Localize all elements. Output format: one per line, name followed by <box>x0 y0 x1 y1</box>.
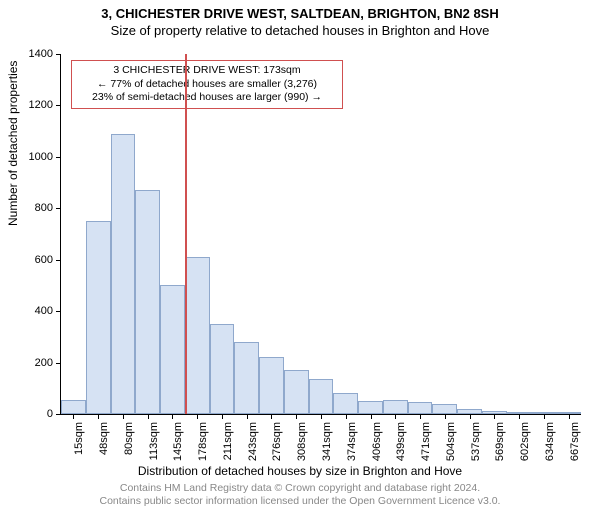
ytick-label: 1200 <box>21 99 53 111</box>
xtick-mark <box>123 414 124 419</box>
property-info-box: 3 CHICHESTER DRIVE WEST: 173sqm ← 77% of… <box>71 60 343 109</box>
ytick-label: 200 <box>21 357 53 369</box>
footer-line-2: Contains public sector information licen… <box>0 495 600 508</box>
histogram-bar <box>111 134 136 414</box>
histogram-bar <box>259 357 284 414</box>
histogram-chart: 3 CHICHESTER DRIVE WEST: 173sqm ← 77% of… <box>60 54 581 415</box>
ytick-mark <box>56 54 61 55</box>
histogram-bar <box>135 190 160 414</box>
xtick-mark <box>494 414 495 419</box>
xtick-mark <box>222 414 223 419</box>
ytick-mark <box>56 414 61 415</box>
xtick-mark <box>148 414 149 419</box>
footer-line-1: Contains HM Land Registry data © Crown c… <box>0 482 600 495</box>
histogram-bar <box>358 401 383 414</box>
xtick-mark <box>346 414 347 419</box>
ytick-mark <box>56 363 61 364</box>
xtick-mark <box>296 414 297 419</box>
xtick-mark <box>271 414 272 419</box>
histogram-bar <box>284 370 309 414</box>
histogram-bar <box>333 393 358 414</box>
histogram-bar <box>408 402 433 414</box>
histogram-bar <box>160 285 185 414</box>
ytick-label: 0 <box>21 408 53 420</box>
ytick-label: 800 <box>21 202 53 214</box>
info-line-3: 23% of semi-detached houses are larger (… <box>77 91 337 105</box>
xtick-mark <box>470 414 471 419</box>
info-line-2: ← 77% of detached houses are smaller (3,… <box>77 78 337 92</box>
histogram-bar <box>383 400 408 414</box>
xtick-mark <box>420 414 421 419</box>
histogram-bar <box>234 342 259 414</box>
histogram-bar <box>210 324 235 414</box>
ytick-label: 400 <box>21 305 53 317</box>
x-axis-title: Distribution of detached houses by size … <box>0 464 600 478</box>
xtick-mark <box>172 414 173 419</box>
xtick-mark <box>321 414 322 419</box>
histogram-bar <box>309 379 334 414</box>
reference-line <box>185 54 187 414</box>
info-line-1: 3 CHICHESTER DRIVE WEST: 173sqm <box>77 64 337 78</box>
ytick-mark <box>56 208 61 209</box>
footer-attribution: Contains HM Land Registry data © Crown c… <box>0 482 600 508</box>
histogram-bar <box>86 221 111 414</box>
xtick-mark <box>395 414 396 419</box>
ytick-mark <box>56 157 61 158</box>
xtick-mark <box>445 414 446 419</box>
title-address: 3, CHICHESTER DRIVE WEST, SALTDEAN, BRIG… <box>0 6 600 21</box>
xtick-mark <box>519 414 520 419</box>
xtick-mark <box>98 414 99 419</box>
xtick-mark <box>544 414 545 419</box>
ytick-label: 1000 <box>21 151 53 163</box>
ytick-mark <box>56 105 61 106</box>
y-axis-label: Number of detached properties <box>6 61 20 226</box>
ytick-label: 600 <box>21 254 53 266</box>
histogram-bar <box>185 257 210 414</box>
ytick-mark <box>56 311 61 312</box>
xtick-mark <box>197 414 198 419</box>
xtick-mark <box>569 414 570 419</box>
ytick-label: 1400 <box>21 48 53 60</box>
ytick-mark <box>56 260 61 261</box>
title-subtitle: Size of property relative to detached ho… <box>0 23 600 38</box>
xtick-mark <box>247 414 248 419</box>
xtick-mark <box>371 414 372 419</box>
xtick-mark <box>73 414 74 419</box>
histogram-bar <box>61 400 86 414</box>
histogram-bar <box>432 404 457 414</box>
